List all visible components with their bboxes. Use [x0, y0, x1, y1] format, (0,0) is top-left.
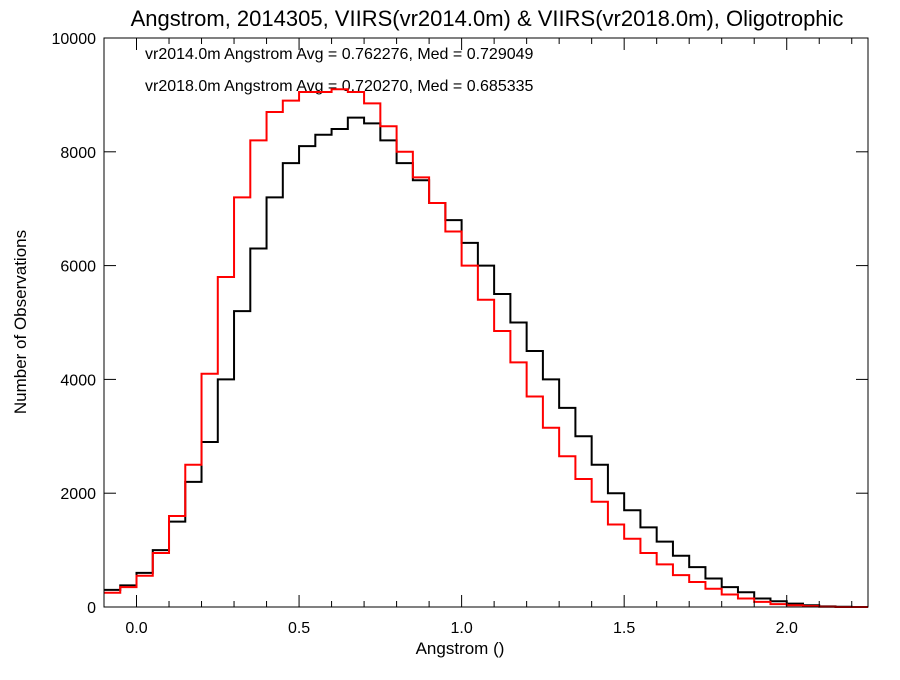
y-tick-label: 8000: [60, 145, 96, 162]
y-tick-label: 4000: [60, 372, 96, 389]
y-axis-label: Number of Observations: [11, 230, 30, 414]
x-tick-label: 0.0: [125, 620, 147, 637]
series-line-1: [104, 88, 868, 608]
x-tick-label: 0.5: [288, 620, 310, 637]
x-tick-label: 1.5: [613, 620, 635, 637]
x-tick-label: 1.0: [450, 620, 472, 637]
annotation-black: vr2014.0m Angstrom Avg = 0.762276, Med =…: [145, 46, 534, 63]
chart-title: Angstrom, 2014305, VIIRS(vr2014.0m) & VI…: [131, 6, 844, 31]
plot-layer: [104, 88, 868, 608]
annotation-red: vr2018.0m Angstrom Avg = 0.720270, Med =…: [145, 78, 534, 95]
y-tick-label: 6000: [60, 259, 96, 276]
y-tick-label: 10000: [52, 31, 97, 48]
x-axis-label: Angstrom (): [416, 639, 505, 658]
axis-layer: 0.0 0.5 1.0 1.5 2.0 0 2000 4000 6000 8000 10000: [52, 31, 869, 637]
x-tick-label: 2.0: [776, 620, 798, 637]
y-tick-label: 2000: [60, 486, 96, 503]
series-line-0: [104, 116, 868, 608]
plot-frame: [103, 37, 869, 608]
y-tick-label: 0: [87, 600, 96, 617]
